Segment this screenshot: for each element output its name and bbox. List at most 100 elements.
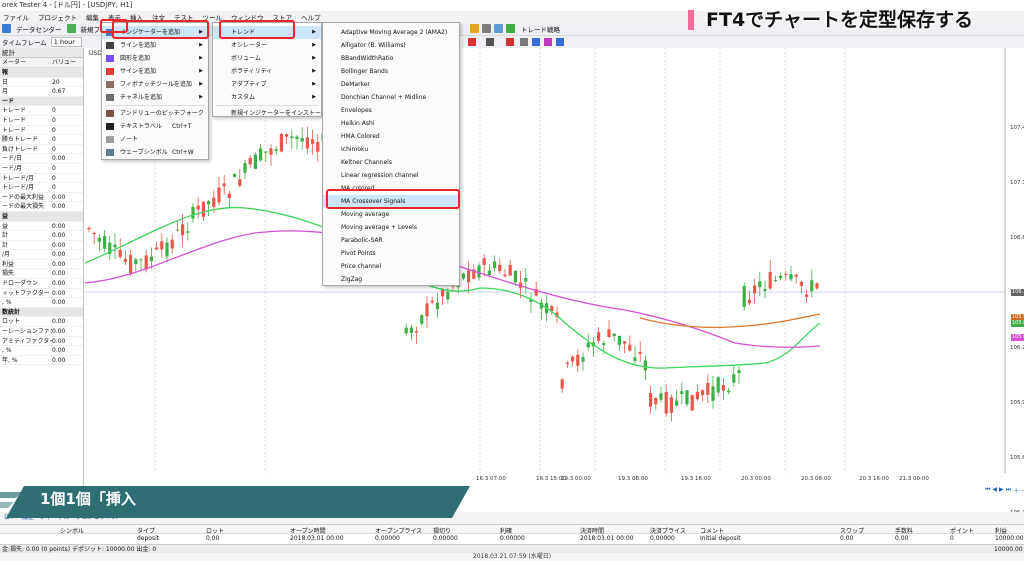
zoom-in-icon[interactable]: ＋ [1013,488,1020,495]
column-header[interactable]: 決済プライス [650,528,686,535]
price-chart[interactable]: USD [84,48,1024,485]
menu-item[interactable]: BBandWidthRatio [323,52,459,65]
menu-item[interactable]: ボリューム ▶ [213,52,321,65]
zoom-out-icon[interactable]: － [1021,486,1024,495]
statistics-label: 年, % [2,356,18,364]
menu-item[interactable]: アンドリューのピッチフォーク [102,107,208,120]
candle-body [560,379,564,389]
table-cell: 0 [950,535,954,542]
column-header[interactable]: コメント [700,528,725,535]
line-style-icon[interactable] [486,38,494,46]
menu-9[interactable]: ストア [272,13,293,22]
nav-last-icon[interactable]: ⏭ [1005,486,1012,493]
cursor-icon[interactable] [544,38,552,46]
nav-next-icon[interactable]: ▶ [999,486,1004,493]
new-project-icon[interactable] [66,24,76,33]
menu-7[interactable]: ツール [202,13,223,22]
zoom-icon[interactable] [494,24,503,33]
menu-item[interactable]: カスタム ▶ [213,91,321,104]
column-header[interactable]: ポイント [950,528,975,535]
menu-item[interactable]: ボラティリティ ▶ [213,65,321,78]
statistics-value: 0 [52,174,56,182]
menu-item[interactable]: Donchian Channel + Midline [323,91,459,104]
nav-first-icon[interactable]: ⏮ [985,486,991,493]
menu-item[interactable]: Adaptive Moving Average 2 (AMA2) [323,26,459,39]
menu-item[interactable]: 新規インジケーターをインストール [213,107,327,120]
menu-item[interactable]: Keltner Channels [323,156,459,169]
menu-item[interactable]: 図形を追加 ▶ [102,52,208,65]
color-icon[interactable] [468,38,476,46]
menu-item[interactable]: DeMarker [323,78,459,91]
menu-2[interactable]: 編集 [86,13,99,22]
data-center-button[interactable]: データセンター [16,25,62,34]
menu-item[interactable]: Parabolic-SAR [323,234,459,247]
trade-strategy-button[interactable]: トレード戦略 [521,26,560,34]
menu-item[interactable]: MA colored [323,182,459,195]
menu-item[interactable]: ラインを追加 ▶ [102,39,208,52]
grid-icon[interactable] [482,24,491,33]
play-icon[interactable] [506,24,515,33]
column-header[interactable]: オープン時間 [290,528,326,535]
menu-item[interactable]: Pivot Points [323,247,459,260]
menu-item[interactable]: オシレーター ▶ [213,39,321,52]
column-header[interactable]: スワップ [840,528,865,535]
settings-icon[interactable] [520,38,528,46]
menu-item[interactable]: Linear regression channel [323,169,459,182]
statistics-label: , % [2,347,12,355]
chart-canvas[interactable] [84,48,1024,485]
menu-item-icon [106,94,114,101]
candle-body [742,286,746,307]
expand-icon[interactable] [556,38,564,46]
statistics-value: 0.00 [52,289,66,297]
menu-item[interactable]: チャネルを追加 ▶ [102,91,208,104]
column-header[interactable]: タイプ [137,528,156,535]
menu-item[interactable]: Heikin Ashi [323,117,459,130]
pencil-icon[interactable] [470,24,479,33]
data-center-icon[interactable] [2,24,11,33]
menu-item[interactable]: ZigZag [323,273,459,286]
column-header[interactable]: ロット [206,528,225,535]
menu-1[interactable]: プロジェクト [38,13,77,22]
menu-item[interactable]: Moving average [323,208,459,221]
menu-item[interactable]: MA Crossover Signals [323,195,459,208]
nav-prev-icon[interactable]: ◀ [992,486,998,493]
table-row[interactable]: deposit 0.00 2018.03.01 00:00 0.00000 0.0000… [0,534,1024,544]
menu-0[interactable]: ファイル [3,13,29,22]
timeframe-select[interactable]: 1 hour [50,37,82,47]
menu-item[interactable]: Moving average + Levels [323,221,459,234]
menu-item[interactable]: サインを追加 ▶ [102,65,208,78]
menu-3[interactable]: 表示 [108,13,121,22]
menu-4[interactable]: 挿入 [130,13,143,22]
statistics-value: 0 [52,126,56,134]
menu-item-label: HMA Colored [341,133,380,140]
menu-item[interactable]: テキストラベル Ctrl+T [102,120,208,133]
column-header[interactable]: 手数料 [895,528,914,535]
menu-item[interactable]: HMA Colored [323,130,459,143]
menu-5[interactable]: 注文 [152,13,165,22]
column-header[interactable]: オープンプライス [375,528,423,535]
menu-item[interactable]: Alligator (B. Williams) [323,39,459,52]
menu-item[interactable]: Ichimoku [323,143,459,156]
menu-item[interactable]: ノート [102,133,208,146]
menu-item[interactable]: Bollinger Bands [323,65,459,78]
menu-6[interactable]: テスト [174,13,194,22]
menu-item[interactable]: フィボナッチツールを追加 ▶ [102,78,208,91]
menu-item[interactable]: ウェーブシンボル Ctrl+W [102,146,208,159]
crosshair-icon[interactable] [532,38,540,46]
menu-item[interactable]: Price channel [323,260,459,273]
candle-body [779,275,783,279]
menu-8[interactable]: ウィンドウ [231,13,264,22]
menu-item-label: Moving average + Levels [341,224,417,231]
statistics-group: 報 [0,68,83,78]
menu-item-label: サインを追加 [120,68,157,75]
menu-item[interactable]: Envelopes [323,104,459,117]
column-header[interactable]: シンボル [60,528,85,535]
menu-10[interactable]: ヘルプ [301,13,321,22]
marker-icon[interactable] [506,38,514,46]
menu-item[interactable]: アダプティブ ▶ [213,78,321,91]
column-header[interactable]: 利益 [995,528,1008,535]
candle-body [706,383,710,395]
column-header[interactable]: 決済時間 [580,528,605,535]
column-header[interactable]: 利確 [500,528,513,535]
column-header[interactable]: 損切り [433,528,452,535]
